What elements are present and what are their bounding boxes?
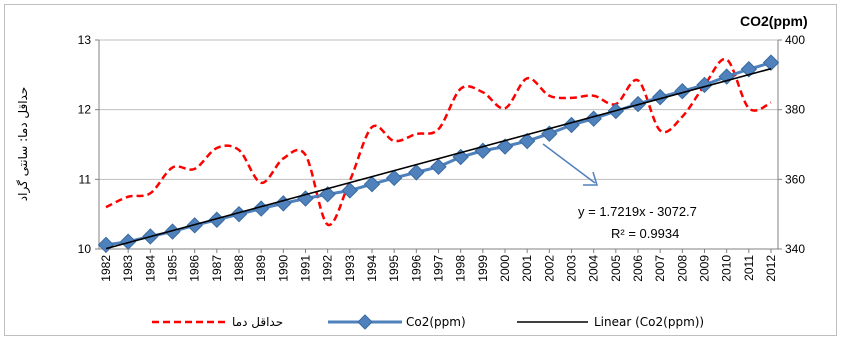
- y2-tick-label: 360: [785, 172, 805, 186]
- legend-linear-label: Linear (Co2(ppm)): [594, 315, 704, 329]
- x-tick-label: 1990: [276, 255, 290, 282]
- x-tick-label: 1994: [365, 255, 379, 282]
- y2-tick-label: 380: [785, 103, 805, 117]
- axes: [95, 39, 782, 253]
- y-tick-label: 12: [78, 103, 92, 117]
- x-tick-label: 1982: [99, 255, 113, 282]
- co2-point: [496, 138, 514, 155]
- y-tick-label: 11: [79, 172, 92, 186]
- x-tick-label: 1999: [476, 255, 490, 282]
- x-tick-label: 2000: [498, 255, 512, 282]
- co2-point: [762, 54, 780, 71]
- co2-point: [363, 176, 381, 193]
- co2-point: [430, 158, 447, 176]
- x-tick-label: 1983: [121, 255, 135, 282]
- x-tick-label: 2011: [742, 255, 756, 281]
- x-tick-label: 2003: [565, 255, 579, 282]
- x-tick-label: 1996: [409, 255, 423, 282]
- x-tick-label: 2008: [675, 255, 689, 282]
- x-tick-label: 2010: [720, 255, 734, 282]
- co2-point: [674, 82, 691, 100]
- x-tick-label: 1991: [299, 255, 313, 282]
- co2-point: [541, 125, 558, 142]
- y-tick-label: 10: [78, 242, 92, 256]
- co2-point: [563, 116, 580, 134]
- x-tick-label: 2007: [653, 255, 667, 282]
- x-tick-label: 1984: [143, 255, 157, 282]
- y2-tick-label: 340: [785, 242, 805, 256]
- y-tick-label: 13: [78, 33, 92, 47]
- annotation-arrowhead: [583, 171, 599, 186]
- annotations: y = 1.7219x - 3072.7 R² = 0.9934: [542, 143, 697, 241]
- x-tick-label: 2009: [698, 255, 712, 282]
- x-tick-label: 1993: [343, 255, 357, 282]
- co2-point: [341, 182, 359, 199]
- co2-point: [408, 164, 425, 181]
- legend: حداقل دما Co2(ppm) Linear (Co2(ppm)): [152, 314, 704, 330]
- co2-point: [696, 76, 713, 94]
- x-tick-label: 2012: [764, 255, 778, 282]
- x-tick-label: 1997: [432, 255, 446, 282]
- y2-tick-label: 400: [785, 33, 805, 47]
- annotation-arrow: [542, 143, 596, 184]
- x-tick-label: 2005: [609, 255, 623, 282]
- x-tick-label: 1992: [321, 255, 335, 282]
- trendline-equation: y = 1.7219x - 3072.7: [578, 204, 697, 219]
- co2-point: [518, 132, 536, 150]
- y-axis-label: حداقل دما: سانتی گراد: [16, 87, 31, 201]
- temperature-line: [105, 57, 772, 226]
- co2-point: [319, 186, 336, 203]
- x-tick-label: 1989: [254, 255, 268, 282]
- co2-point: [275, 195, 292, 212]
- tick-labels: 10 11 12 13 340 360 380 400 1982 1983 1984 1985 1986…: [78, 33, 806, 282]
- x-tick-label: 2001: [520, 255, 534, 282]
- co2-point: [385, 169, 403, 187]
- legend-temperature-label: حداقل دما: [232, 315, 283, 329]
- co2-trendline: [105, 67, 772, 250]
- x-tick-label: 1985: [166, 255, 180, 282]
- x-tick-label: 2006: [631, 255, 645, 282]
- co2-point: [119, 233, 137, 250]
- x-tick-label: 1995: [387, 255, 401, 282]
- x-tick-label: 1987: [210, 255, 224, 282]
- co2-point: [651, 88, 669, 106]
- r-squared-label: R² = 0.9934: [611, 226, 679, 241]
- x-tick-label: 1986: [188, 255, 202, 282]
- y2-axis-title: CO2(ppm): [740, 13, 808, 29]
- x-tick-label: 2002: [542, 255, 556, 282]
- x-tick-label: 1998: [454, 255, 468, 282]
- series: [97, 54, 780, 254]
- x-tick-label: 1988: [232, 255, 246, 282]
- legend-co2-marker: [357, 314, 373, 330]
- legend-co2-label: Co2(ppm): [406, 315, 466, 329]
- x-tick-label: 2004: [587, 255, 601, 282]
- co2-point: [97, 236, 115, 254]
